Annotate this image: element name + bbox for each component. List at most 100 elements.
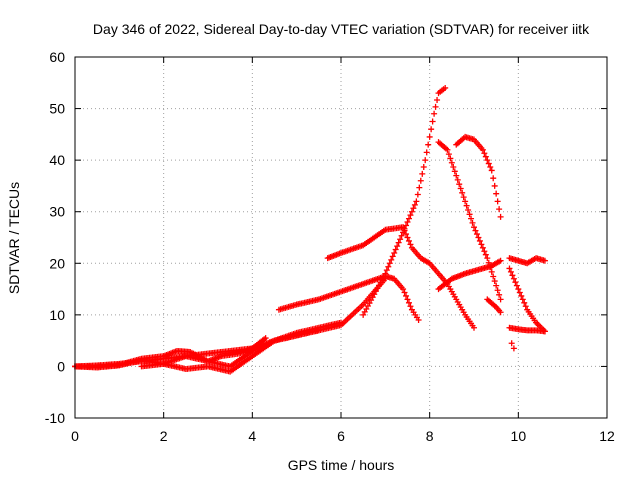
data-point xyxy=(466,211,473,218)
data-point xyxy=(431,110,438,117)
data-point xyxy=(471,224,477,231)
y-tick-label: 40 xyxy=(49,152,65,168)
data-point xyxy=(386,260,393,267)
data-point xyxy=(476,237,483,244)
data-point xyxy=(423,149,430,156)
data-point xyxy=(425,141,432,148)
x-tick-label: 8 xyxy=(426,428,434,444)
data-point xyxy=(428,126,435,133)
data-point xyxy=(462,198,469,205)
series-arc10 xyxy=(453,133,504,220)
data-point xyxy=(400,286,407,293)
data-point xyxy=(463,202,470,209)
data-point xyxy=(403,292,410,299)
data-point xyxy=(401,225,408,232)
data-point xyxy=(419,170,426,177)
data-point xyxy=(497,309,504,316)
data-point xyxy=(420,164,427,171)
y-axis-label: SDTVAR / TECUs xyxy=(6,182,22,294)
data-point xyxy=(456,181,463,188)
data-point xyxy=(407,212,414,219)
data-point xyxy=(487,264,494,271)
x-tick-label: 6 xyxy=(337,428,345,444)
data-point xyxy=(484,255,491,262)
data-point xyxy=(460,194,467,201)
chart-title: Day 346 of 2022, Sidereal Day-to-day VTE… xyxy=(93,21,590,37)
series-arc11 xyxy=(484,296,504,316)
data-point xyxy=(497,296,504,303)
data-point xyxy=(541,328,548,335)
data-point xyxy=(481,248,488,255)
data-point xyxy=(515,286,522,293)
data-point xyxy=(479,244,486,251)
data-point xyxy=(404,219,411,226)
ticks: 0 2 4 6 8 10 12 -10 0 10 20 30 40 50 60 xyxy=(45,49,615,444)
x-tick-label: 0 xyxy=(71,428,79,444)
data-point xyxy=(407,303,414,310)
data-point xyxy=(490,273,497,280)
series-arc5 xyxy=(275,273,422,324)
data-point xyxy=(493,190,500,197)
data-point xyxy=(506,265,513,272)
data-point xyxy=(497,257,504,264)
data-point xyxy=(416,184,423,191)
x-tick-label: 10 xyxy=(511,428,527,444)
y-tick-label: 20 xyxy=(49,255,65,271)
x-tick-label: 12 xyxy=(599,428,615,444)
data-point xyxy=(468,215,475,222)
data-point xyxy=(508,340,515,347)
data-point xyxy=(413,198,420,205)
data-point xyxy=(262,335,269,342)
data-point xyxy=(479,146,486,153)
data-point xyxy=(392,246,399,253)
data-point xyxy=(405,237,412,244)
data-point xyxy=(513,282,520,289)
series-arc7 xyxy=(360,84,449,318)
data-point xyxy=(454,176,461,183)
data-point xyxy=(404,234,411,241)
data-point xyxy=(426,133,433,140)
series-arc4 xyxy=(138,319,344,370)
data-point xyxy=(521,299,528,306)
data-point xyxy=(338,319,344,326)
data-point xyxy=(484,157,491,164)
y-tick-label: -10 xyxy=(45,410,65,426)
data-point xyxy=(442,84,449,91)
data-point xyxy=(432,103,439,110)
data-point xyxy=(453,172,460,179)
data-point xyxy=(473,231,480,238)
data-points xyxy=(72,84,548,375)
data-point xyxy=(403,222,410,229)
data-point xyxy=(491,278,498,285)
series-arc13 xyxy=(506,265,548,335)
data-point xyxy=(485,160,492,167)
data-point xyxy=(422,157,429,164)
data-point xyxy=(398,232,405,239)
data-point xyxy=(401,289,408,296)
series-arc14 xyxy=(506,324,548,335)
data-point xyxy=(382,270,389,277)
data-point xyxy=(400,229,407,236)
series-arc9 xyxy=(435,139,504,303)
data-point xyxy=(389,253,396,260)
data-point xyxy=(404,296,411,303)
data-point xyxy=(469,219,476,226)
data-point xyxy=(475,234,482,241)
data-point xyxy=(485,259,492,266)
data-point xyxy=(509,272,516,279)
data-point xyxy=(490,175,497,182)
y-tick-label: 50 xyxy=(49,101,65,117)
data-point xyxy=(450,164,457,171)
data-point xyxy=(394,243,401,250)
data-point xyxy=(388,256,395,263)
data-point xyxy=(405,215,412,222)
data-point xyxy=(518,292,525,299)
y-tick-label: 60 xyxy=(49,49,65,65)
data-point xyxy=(472,227,479,234)
data-point xyxy=(510,345,517,352)
data-point xyxy=(448,159,455,166)
data-point xyxy=(488,268,495,275)
data-point xyxy=(507,268,514,275)
